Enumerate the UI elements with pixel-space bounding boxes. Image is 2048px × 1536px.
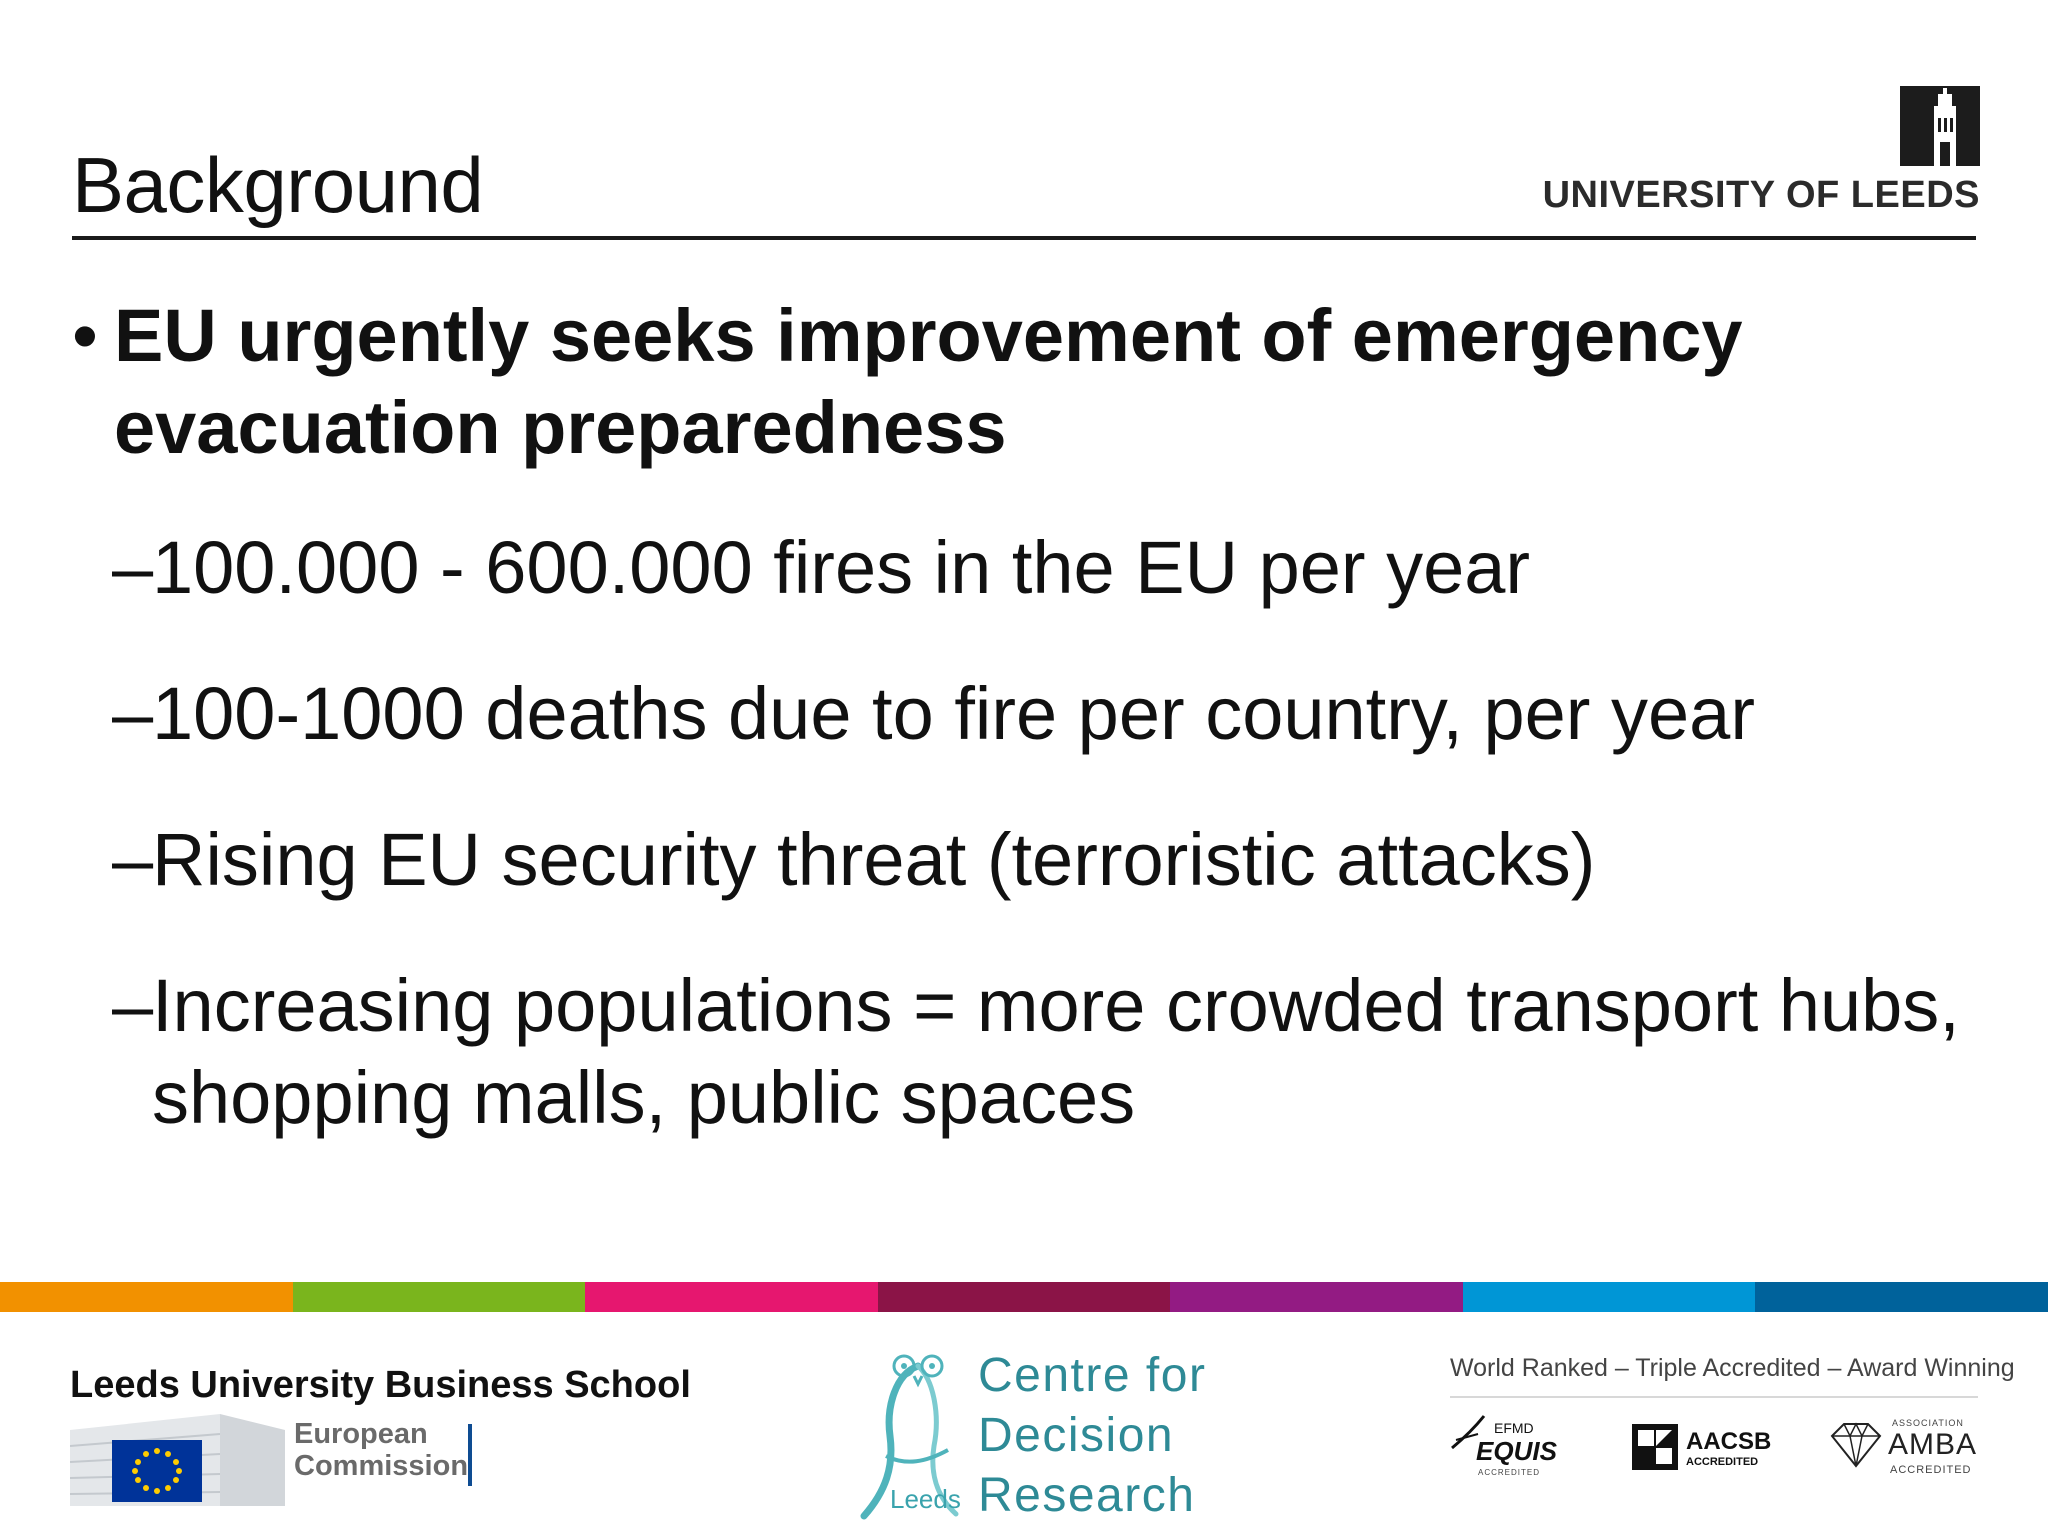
amba-diamond-icon [1830,1422,1882,1468]
main-bullet: • EU urgently seeks improvement of emerg… [72,290,1972,474]
strip-segment [292,1282,586,1312]
amba-logo: ASSOCIATION AMBA ACCREDITED [1828,1418,1978,1478]
aacsb-name: AACSB [1686,1428,1772,1455]
ec-line2: Commission [294,1450,469,1482]
university-of-leeds-logo: UNIVERSITY OF LEEDS [1543,86,1980,216]
amba-top: ASSOCIATION [1892,1418,1964,1428]
slide-title: Background [72,141,484,229]
sub-bullet: –Increasing populations = more crowded t… [72,960,1972,1144]
sub-bullet-text: 100.000 - 600.000 fires in the EU per ye… [152,526,1531,609]
ec-wordmark: European Commission [294,1418,468,1482]
bullet-dot: • [72,294,98,377]
amba-name: AMBA [1888,1428,1978,1461]
strip-segment [1462,1282,1756,1312]
sub-bullet-text: 100-1000 deaths due to fire per country,… [152,672,1755,755]
cdr-line3: Research [978,1469,1196,1522]
sub-bullet: –100-1000 deaths due to fire per country… [72,668,1972,760]
strip-segment [0,1282,293,1312]
accreditation-logos: EFMD EQUIS ACCREDITED AACSB ACCREDITED A… [1450,1414,1978,1484]
equis-sub: ACCREDITED [1478,1468,1541,1477]
strip-segment [877,1282,1171,1312]
strip-segment [585,1282,878,1312]
sub-bullet: –Rising EU security threat (terroristic … [72,814,1972,906]
main-bullet-text: EU urgently seeks improvement of emergen… [114,294,1743,469]
sub-bullet-dash: – [112,818,154,901]
strip-segment [1170,1282,1463,1312]
equis-swoosh-icon [1451,1415,1486,1450]
cdr-leeds-label: Leeds [890,1484,961,1514]
ec-line1: European [294,1418,428,1450]
sub-bullet-dash: – [112,526,154,609]
aacsb-mark-icon [1632,1424,1678,1470]
bullet-list: • EU urgently seeks improvement of emerg… [72,290,1972,1144]
cdr-line2: Decision [978,1409,1175,1462]
cdr-line1: Centre for [978,1349,1207,1402]
aacsb-logo: AACSB ACCREDITED [1632,1424,1782,1474]
ec-divider [468,1424,472,1486]
business-school-name: Leeds University Business School [70,1364,691,1406]
sub-bullet-dash: – [112,672,154,755]
accreditation-divider [1450,1396,1978,1398]
cdr-wordmark: Centre for Decision Research [978,1346,1206,1526]
sub-bullet-dash: – [112,964,154,1047]
amba-sub: ACCREDITED [1890,1464,1972,1476]
european-commission-logo: European Commission [70,1410,490,1510]
aacsb-sub: ACCREDITED [1686,1456,1759,1468]
equis-logo: EFMD EQUIS ACCREDITED [1450,1414,1570,1484]
parkinson-tower-icon [1900,86,1980,166]
sub-bullet-text: Rising EU security threat (terroristic a… [152,818,1596,901]
equis-name: EQUIS [1476,1436,1557,1466]
header-divider [72,236,1976,240]
university-name: UNIVERSITY OF LEEDS [1542,174,1980,216]
equis-top: EFMD [1494,1420,1534,1436]
centre-for-decision-research-logo: Centre for Decision Research Leeds [856,1346,1216,1526]
sub-bullet: –100.000 - 600.000 fires in the EU per y… [72,522,1972,614]
sub-bullet-text: Increasing populations = more crowded tr… [152,964,1960,1139]
accreditation-tagline: World Ranked – Triple Accredited – Award… [1450,1354,2015,1382]
brand-color-strip [0,1282,2048,1312]
ec-building-icon [70,1414,285,1506]
strip-segment [1755,1282,2048,1312]
owl-icon [860,1354,959,1520]
